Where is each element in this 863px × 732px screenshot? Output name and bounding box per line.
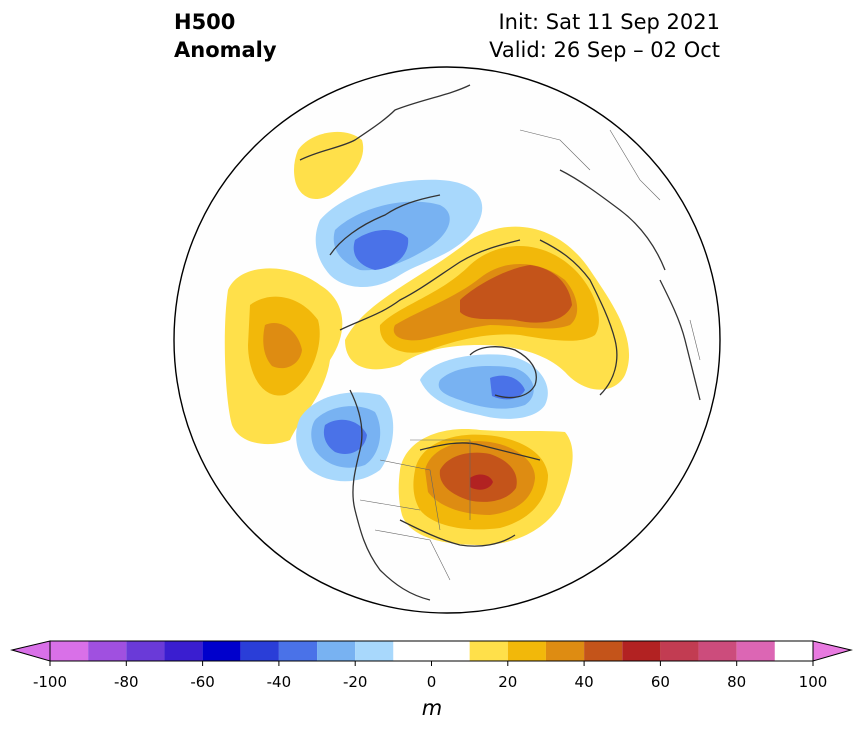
colorbar-tick-label: -80 — [114, 673, 139, 691]
negative-anomaly-bering — [296, 392, 394, 482]
colorbar-cell — [355, 641, 394, 661]
title-init-date: Init: Sat 11 Sep 2021 — [498, 10, 720, 34]
colorbar-cell — [469, 641, 508, 661]
colorbar-ticks — [49, 661, 814, 666]
borders — [359, 129, 701, 581]
colorbar-cell — [126, 641, 165, 661]
colorbar-cell — [774, 641, 813, 661]
title-type: Anomaly — [174, 38, 277, 62]
colorbar-cell — [622, 641, 661, 661]
colorbar-cell — [164, 641, 203, 661]
colorbar-cell — [507, 641, 546, 661]
colorbar-cell — [202, 641, 241, 661]
map-title-left: H500 Anomaly — [174, 8, 277, 64]
colorbar-tick-label: -60 — [190, 673, 215, 691]
positive-anomaly-far-east — [294, 131, 364, 200]
positive-anomaly-atlantic — [224, 268, 343, 445]
colorbar-cell — [50, 641, 89, 661]
colorbar-cell — [660, 641, 699, 661]
colorbar-cell — [278, 641, 318, 661]
colorbar-tick-label: 100 — [798, 673, 828, 691]
colorbar-tick-label: -40 — [266, 673, 292, 691]
colorbar-tick-label: 0 — [426, 673, 437, 691]
colorbar-tick-label: 60 — [650, 673, 670, 691]
map-title-right: Init: Sat 11 Sep 2021 Valid: 26 Sep – 02… — [489, 8, 720, 64]
colorbar-tick-label: 80 — [727, 673, 747, 691]
positive-anomaly-north-america — [398, 429, 573, 545]
title-valid-range: Valid: 26 Sep – 02 Oct — [489, 38, 720, 62]
colorbar-over-arrow — [812, 640, 853, 662]
colorbar-unit: m — [421, 696, 443, 720]
positive-anomaly-north-canada — [345, 226, 630, 390]
colorbar-tick-label: 40 — [574, 673, 594, 691]
negative-anomaly-siberia — [315, 179, 483, 288]
colorbar-tick-label: -100 — [32, 673, 68, 691]
colorbar-cell — [698, 641, 737, 661]
colorbar-cell — [317, 641, 356, 661]
colorbar-cell — [584, 641, 623, 661]
colorbar-tick-label: -20 — [342, 673, 368, 691]
colorbar-cell — [393, 641, 470, 661]
colorbar-cell — [736, 641, 775, 661]
colorbar-under-arrow — [10, 640, 51, 662]
map-disc — [174, 67, 720, 613]
colorbar-cell — [240, 641, 279, 661]
title-variable: H500 — [174, 10, 236, 34]
colorbar — [10, 640, 853, 666]
colorbar-cells — [50, 641, 813, 661]
colorbar-tick-label: 20 — [498, 673, 518, 691]
colorbar-cell — [545, 641, 585, 661]
colorbar-cell — [88, 641, 127, 661]
coastlines — [299, 84, 701, 601]
map-boundary — [173, 66, 721, 614]
anomaly-map — [173, 66, 721, 614]
